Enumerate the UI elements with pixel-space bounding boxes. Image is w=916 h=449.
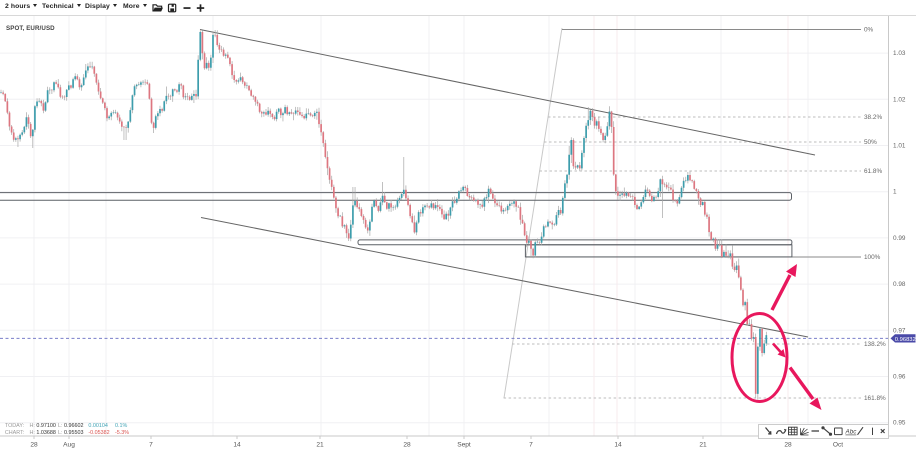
svg-text:138.2%: 138.2% [864, 341, 886, 348]
svg-text:0.99: 0.99 [893, 235, 906, 242]
svg-text:1.01: 1.01 [893, 143, 906, 150]
svg-text:0.96: 0.96 [893, 374, 906, 381]
svg-text:7: 7 [529, 442, 533, 449]
svg-text:Oct: Oct [833, 442, 843, 449]
svg-text:50%: 50% [864, 139, 877, 146]
svg-text:0.96832: 0.96832 [895, 337, 916, 343]
svg-text:100%: 100% [864, 254, 881, 261]
svg-text:28: 28 [784, 442, 792, 449]
svg-text:161.8%: 161.8% [864, 395, 886, 402]
svg-text:Aug: Aug [63, 442, 75, 449]
svg-text:0.98: 0.98 [893, 281, 906, 288]
svg-text:1.03: 1.03 [893, 50, 906, 57]
svg-text:28: 28 [403, 442, 411, 449]
svg-text:7: 7 [149, 442, 153, 449]
svg-text:1.02: 1.02 [893, 96, 906, 103]
svg-text:21: 21 [316, 442, 324, 449]
svg-text:61.8%: 61.8% [864, 168, 882, 175]
svg-text:28: 28 [30, 442, 38, 449]
svg-text:0.97: 0.97 [893, 327, 906, 334]
svg-text:38.2%: 38.2% [864, 114, 882, 121]
svg-text:21: 21 [699, 442, 707, 449]
svg-text:0.95: 0.95 [893, 420, 906, 427]
svg-text:Sept: Sept [457, 442, 471, 449]
svg-text:14: 14 [233, 442, 241, 449]
svg-text:1: 1 [893, 189, 897, 196]
svg-text:Abc: Abc [844, 428, 857, 435]
svg-text:14: 14 [614, 442, 622, 449]
svg-text:0%: 0% [864, 27, 874, 34]
